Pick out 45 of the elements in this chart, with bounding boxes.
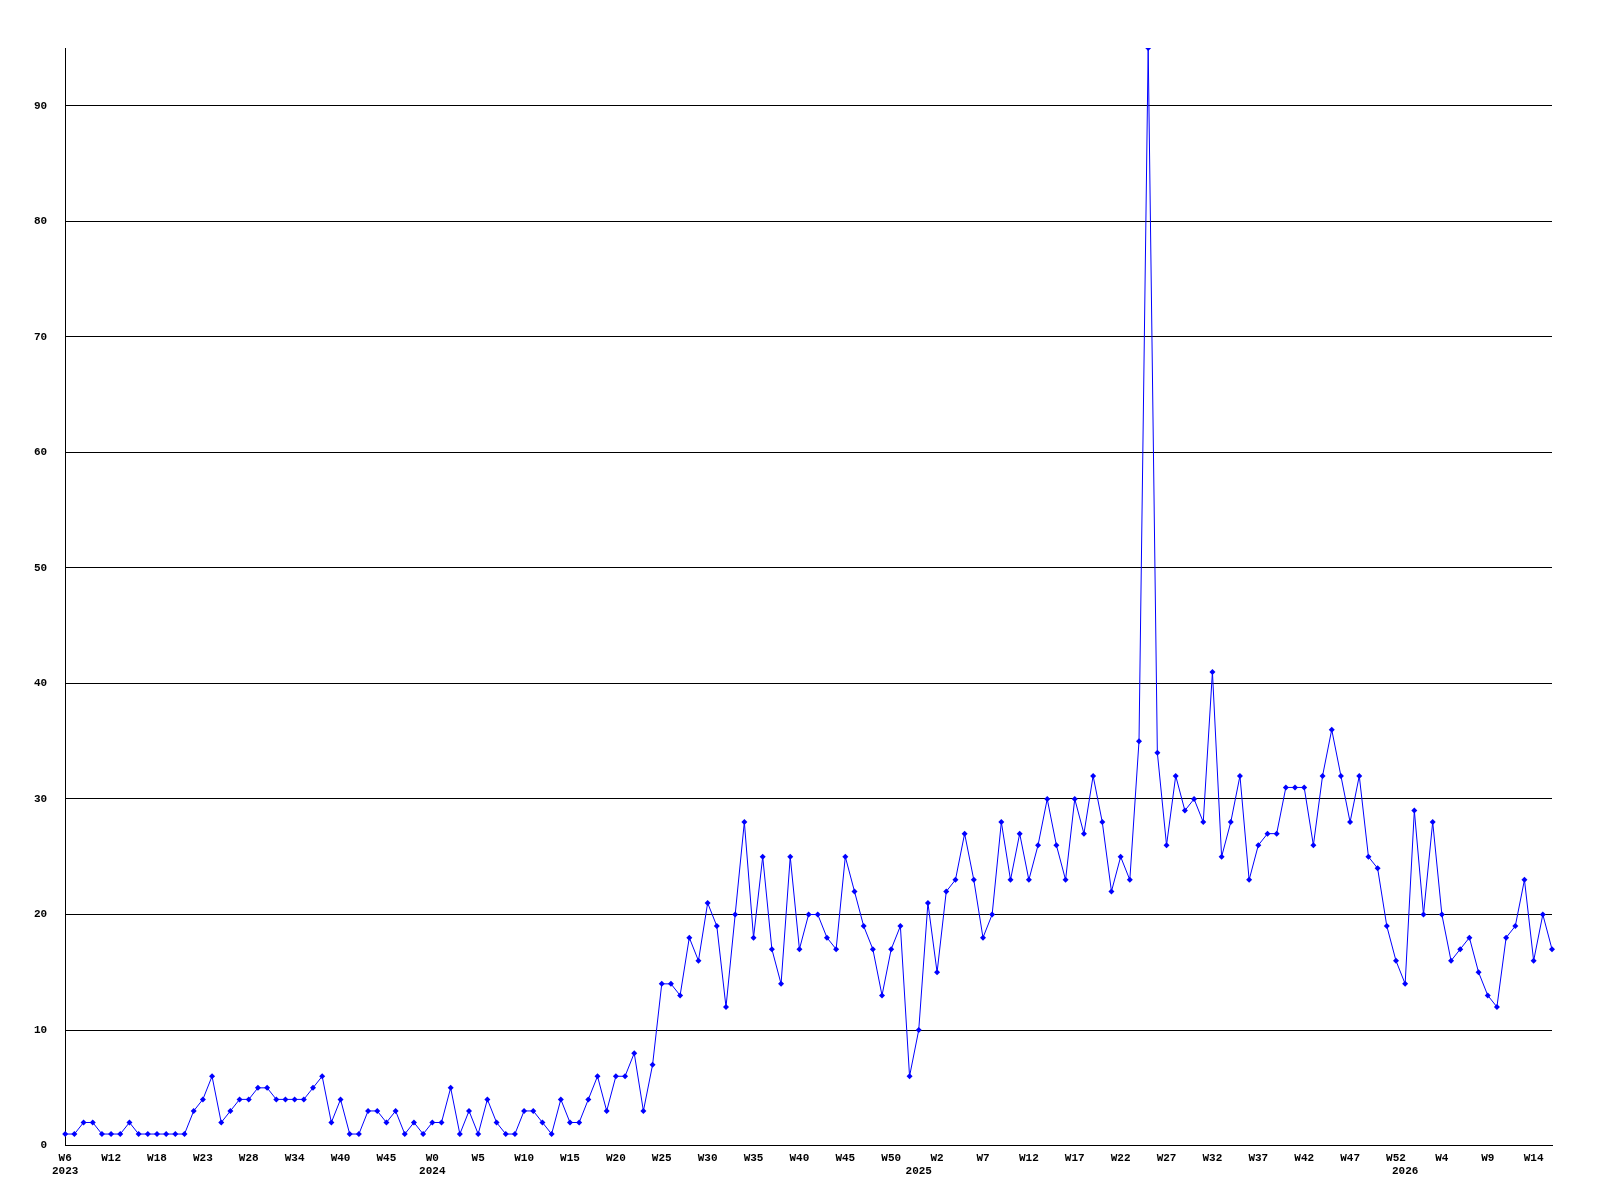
x-tick-label: W18 [147,1151,168,1164]
x-tick-label: W37 [1248,1151,1269,1164]
x-tick-label: W22 [1110,1151,1131,1164]
x-tick-label: W20 [605,1151,626,1164]
y-tick-label: 0 [40,1139,48,1152]
x-tick-label: W23 [192,1151,214,1164]
x-tick-label: W47 [1340,1151,1360,1164]
x-tick-label: W7 [976,1151,990,1164]
x-tick-label: W50 [881,1151,902,1164]
y-tick-label: 20 [34,908,48,921]
x-tick-label: W9 [1481,1151,1495,1164]
x-tick-label: W2 [930,1151,944,1164]
x-tick-label: 2026 [1391,1165,1419,1178]
x-tick-label: W35 [743,1151,764,1164]
y-tick-label: 30 [34,792,48,805]
y-tick-label: 90 [34,99,48,112]
x-tick-label: W12 [101,1151,121,1164]
y-tick-label: 10 [34,1023,48,1036]
x-tick-label: W14 [1523,1151,1544,1164]
y-tick-label: 80 [34,215,48,228]
x-tick-label: W17 [1064,1151,1085,1164]
x-tick-label: W25 [651,1151,673,1164]
x-tick-label: W32 [1202,1151,1223,1164]
x-tick-label: W5 [471,1151,486,1164]
x-tick-label: W27 [1156,1151,1177,1164]
x-tick-label: W15 [560,1151,581,1164]
x-tick-label: W45 [835,1151,856,1164]
x-tick-label: W34 [284,1151,305,1164]
x-tick-label: W40 [330,1151,351,1164]
x-tick-label: W40 [789,1151,810,1164]
y-tick-label: 50 [34,561,48,574]
y-tick-label: 40 [34,677,48,690]
x-tick-label: W10 [514,1151,534,1164]
x-tick-label: W6 2023 [52,1151,79,1178]
x-tick-label: W12 [1018,1151,1039,1164]
y-tick-label: 60 [34,446,48,459]
x-tick-label: 2025 [905,1165,933,1178]
x-tick-label: W4 [1435,1151,1449,1164]
x-tick-label: W52 [1386,1151,1406,1164]
y-tick-label: 70 [34,330,48,343]
x-tick-label: W45 [376,1151,397,1164]
x-tick-label: W28 [238,1151,260,1164]
x-tick-label: W30 [697,1151,718,1164]
x-tick-label: W42 [1294,1151,1315,1164]
x-tick-label: W0 2024 [419,1151,446,1178]
